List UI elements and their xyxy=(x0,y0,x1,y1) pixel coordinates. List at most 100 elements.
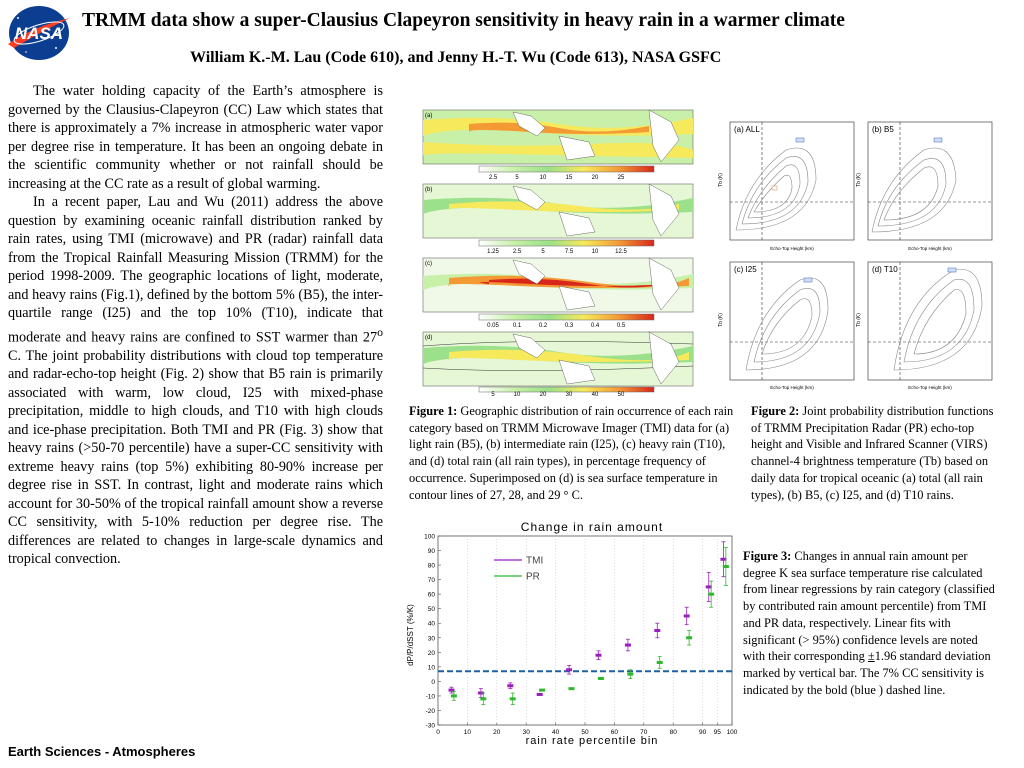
data-point-tmi xyxy=(595,653,602,657)
data-point-pr xyxy=(686,636,693,640)
svg-text:0.1: 0.1 xyxy=(513,323,522,329)
svg-text:5: 5 xyxy=(491,392,495,396)
jpdf-label-c: (c) I25 xyxy=(734,265,757,274)
y-tick-label: 50 xyxy=(428,606,436,613)
figure-3-caption-text-b: 1.96 standard deviation marked by vertic… xyxy=(743,649,991,697)
legend-label-pr: PR xyxy=(526,572,540,583)
x-tick-label: 70 xyxy=(640,729,648,736)
data-point-pr xyxy=(539,688,546,692)
x-tick-label: 100 xyxy=(727,729,738,736)
data-point-tmi xyxy=(624,643,631,647)
jpdf-panel-c: (c) I25 Echo-Top Height (km) Tb (K) xyxy=(718,261,855,390)
degree-superscript: o xyxy=(377,324,383,339)
jpdf-panel-d: (d) T10 Echo-Top Height (km) Tb (K) xyxy=(856,261,993,390)
colorbar-d-labels: 5 10 20 30 40 50 xyxy=(491,392,625,398)
chart-y-axis-label: dP/P/dSST (%/K) xyxy=(406,604,415,666)
jpdf-ylabel-d: Tb (K) xyxy=(856,313,862,327)
y-tick-label: 100 xyxy=(424,534,435,541)
y-tick-label: 30 xyxy=(428,635,436,642)
paragraph-2-part-a: In a recent paper, Lau and Wu (2011) add… xyxy=(8,194,383,346)
colorbar-a-labels: 2.5 5 10 15 20 25 xyxy=(489,175,625,181)
legend-label-tmi: TMI xyxy=(526,556,543,567)
svg-text:2.5: 2.5 xyxy=(513,249,522,255)
paragraph-1: The water holding capacity of the Earth’… xyxy=(8,83,383,192)
figure-3-caption: Figure 3: Changes in annual rain amount … xyxy=(743,548,1001,698)
figure-2-caption-label: Figure 2: xyxy=(751,404,800,418)
data-point-tmi xyxy=(566,668,573,672)
data-point-tmi xyxy=(448,688,455,692)
svg-text:5: 5 xyxy=(541,249,545,255)
colorbar-c-labels: 0.05 0.1 0.2 0.3 0.4 0.5 xyxy=(487,323,626,329)
figure-1-caption-label: Figure 1: xyxy=(409,404,458,418)
jpdf-ylabel-a: Tb (K) xyxy=(718,173,724,187)
svg-text:40: 40 xyxy=(592,392,599,396)
y-tick-label: 60 xyxy=(428,592,436,599)
svg-text:20: 20 xyxy=(540,392,547,396)
logo-text: NASA xyxy=(15,24,63,43)
y-tick-label: 0 xyxy=(431,679,435,686)
jpdf-xlabel-c: Echo-Top Height (km) xyxy=(770,385,814,390)
jpdf-panel-a: (a) ALL Echo-Top Height (km) Tb (K) xyxy=(718,121,855,251)
figure-3-caption-text-a: Changes in annual rain amount per degree… xyxy=(743,549,995,664)
data-point-tmi xyxy=(654,629,661,632)
figure-3-chart: Change in rain amount rain rate percenti… xyxy=(404,520,739,748)
panel-label-c: (c) xyxy=(425,261,432,267)
svg-text:1.25: 1.25 xyxy=(487,249,499,255)
data-point-pr xyxy=(568,687,575,691)
x-tick-label: 60 xyxy=(611,729,619,736)
svg-text:0.05: 0.05 xyxy=(487,323,499,329)
svg-text:10: 10 xyxy=(540,175,547,181)
jpdf-panel-b: (b) B5 Echo-Top Height (km) Tb (K) xyxy=(856,121,993,251)
plus-minus-symbol: ± xyxy=(867,649,875,664)
svg-text:5: 5 xyxy=(515,175,519,181)
x-tick-label: 0 xyxy=(436,729,440,736)
y-tick-label: -30 xyxy=(426,723,436,730)
svg-text:15: 15 xyxy=(566,175,573,181)
svg-text:12.5: 12.5 xyxy=(615,249,627,255)
svg-text:0.5: 0.5 xyxy=(617,323,626,329)
figure-2-caption: Figure 2: Joint probability distribution… xyxy=(751,403,1001,503)
panel-label-b: (b) xyxy=(425,187,432,193)
nasa-logo: NASA xyxy=(4,4,74,62)
data-point-tmi xyxy=(720,557,727,561)
data-point-pr xyxy=(656,660,663,664)
x-tick-label: 80 xyxy=(670,729,678,736)
svg-text:10: 10 xyxy=(514,392,521,396)
data-point-pr xyxy=(722,565,729,569)
map-panel-c: (c) 0.05 0.1 0.2 0.3 0.4 0.5 xyxy=(422,257,694,329)
figure-1-caption: Figure 1: Geographic distribution of rai… xyxy=(409,403,734,503)
jpdf-xlabel-b: Echo-Top Height (km) xyxy=(908,246,952,251)
jpdf-ylabel-b: Tb (K) xyxy=(856,173,862,187)
data-point-pr xyxy=(509,697,516,701)
svg-text:10: 10 xyxy=(592,249,599,255)
data-point-tmi xyxy=(705,585,712,589)
x-tick-label: 10 xyxy=(464,729,472,736)
x-tick-label: 50 xyxy=(581,729,589,736)
panel-label-d: (d) xyxy=(425,335,432,341)
svg-text:0.2: 0.2 xyxy=(539,323,548,329)
y-tick-label: -10 xyxy=(426,693,436,700)
paragraph-2: In a recent paper, Lau and Wu (2011) add… xyxy=(8,193,383,569)
jpdf-xlabel-d: Echo-Top Height (km) xyxy=(908,385,952,390)
figure-2-caption-text: Joint probability distribution functions… xyxy=(751,404,994,502)
data-point-pr xyxy=(450,694,457,698)
paragraph-2-part-b: C. The joint probability distributions w… xyxy=(8,347,383,568)
data-point-tmi xyxy=(507,684,514,688)
body-text: The water holding capacity of the Earth’… xyxy=(8,82,383,569)
data-point-tmi xyxy=(477,691,484,695)
data-point-pr xyxy=(480,697,487,701)
y-tick-label: 10 xyxy=(428,664,436,671)
chart-x-axis-label: rain rate percentile bin xyxy=(526,735,659,747)
jpdf-label-d: (d) T10 xyxy=(872,265,898,274)
x-tick-label: 95 xyxy=(714,729,722,736)
data-point-pr xyxy=(708,592,715,596)
plot-area xyxy=(437,535,733,726)
y-tick-label: 70 xyxy=(428,577,436,584)
authors: William K.-M. Lau (Code 610), and Jenny … xyxy=(190,49,722,66)
y-tick-label: 20 xyxy=(428,650,436,657)
svg-text:30: 30 xyxy=(566,392,573,396)
footer: Earth Sciences - Atmospheres xyxy=(8,744,196,759)
page-title: TRMM data show a super-Clausius Clapeyro… xyxy=(82,10,845,31)
svg-text:2.5: 2.5 xyxy=(489,175,498,181)
map-panel-a: (a) 2.5 5 10 15 20 25 xyxy=(422,109,694,181)
